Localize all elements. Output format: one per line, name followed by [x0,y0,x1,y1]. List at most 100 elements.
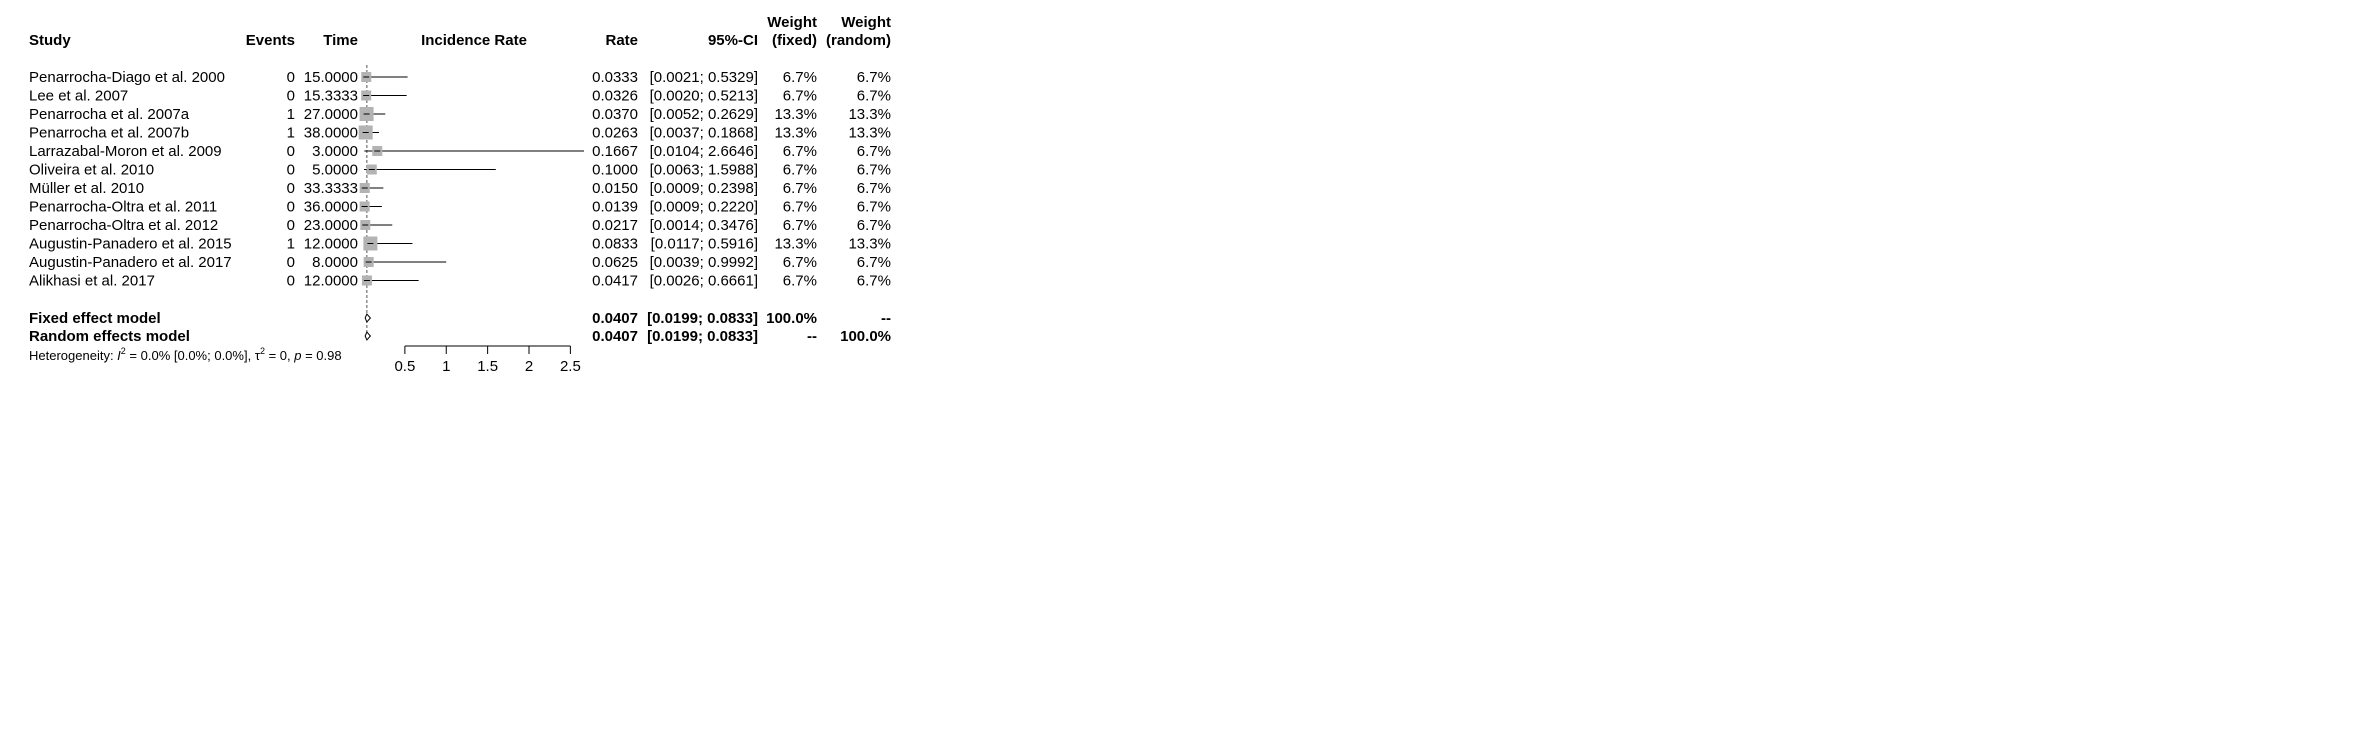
study-events: 1 [287,236,295,253]
study-weight-random: 6.7% [857,180,891,197]
study-ci: [0.0026; 0.6661] [650,273,758,290]
study-weight-random: 6.7% [857,273,891,290]
x-axis-tick-label: 2.5 [560,358,581,375]
study-rate: 0.1667 [592,143,638,160]
header-rate: Rate [605,32,638,49]
summary-ci: [0.0199; 0.0833] [647,310,758,327]
header-study: Study [29,32,71,49]
study-weight-fixed: 6.7% [783,273,817,290]
study-weight-random: 6.7% [857,88,891,105]
study-events: 0 [287,88,295,105]
x-axis-tick-label: 1.5 [477,358,498,375]
study-weight-fixed: 6.7% [783,162,817,179]
study-name: Penarrocha-Diago et al. 2000 [29,69,225,86]
study-time: 27.0000 [304,106,358,123]
study-time: 33.3333 [304,180,358,197]
summary-weight-fixed: 100.0% [766,310,817,327]
header-weight-fixed-line1: Weight [767,14,817,31]
study-weight-random: 13.3% [848,106,891,123]
study-rate: 0.0139 [592,199,638,216]
study-events: 0 [287,254,295,271]
study-rows: Penarrocha-Diago et al. 2000 0 15.0000 0.03… [29,69,891,290]
study-events: 0 [287,69,295,86]
study-time: 15.0000 [304,69,358,86]
study-rate: 0.0370 [592,106,638,123]
study-ci: [0.0039; 0.9992] [650,254,758,271]
x-axis-tick-label: 2 [525,358,533,375]
study-time: 38.0000 [304,125,358,142]
study-name: Lee et al. 2007 [29,88,128,105]
study-events: 0 [287,217,295,234]
summary-rate: 0.0407 [592,328,638,345]
study-rate: 0.0833 [592,236,638,253]
p-value: = 0.98 [301,348,341,363]
summary-rate: 0.0407 [592,310,638,327]
summary-name: Random effects model [29,328,190,345]
study-rate: 0.1000 [592,162,638,179]
study-events: 0 [287,180,295,197]
x-axis: 0.5 1 1.5 2 2.5 [394,346,580,375]
header-events: Events [246,32,295,49]
study-weight-fixed: 13.3% [774,106,817,123]
study-weight-fixed: 6.7% [783,69,817,86]
header-incidence-rate: Incidence Rate [421,32,527,49]
x-axis-tick-label: 0.5 [394,358,415,375]
study-time: 8.0000 [312,254,358,271]
summary-name: Fixed effect model [29,310,161,327]
study-weight-fixed: 6.7% [783,180,817,197]
study-events: 0 [287,199,295,216]
study-weight-random: 6.7% [857,217,891,234]
study-weight-random: 13.3% [848,125,891,142]
study-weight-random: 6.7% [857,162,891,179]
summary-weight-random: 100.0% [840,328,891,345]
study-ci: [0.0020; 0.5213] [650,88,758,105]
study-ci: [0.0063; 1.5988] [650,162,758,179]
study-time: 3.0000 [312,143,358,160]
study-weight-fixed: 6.7% [783,217,817,234]
study-weight-random: 6.7% [857,69,891,86]
study-events: 0 [287,162,295,179]
study-ci: [0.0009; 0.2398] [650,180,758,197]
study-rate: 0.0263 [592,125,638,142]
study-time: 12.0000 [304,236,358,253]
study-name: Penarrocha-Oltra et al. 2012 [29,217,218,234]
study-weight-fixed: 13.3% [774,125,817,142]
study-ci: [0.0117; 0.5916] [651,236,758,253]
summary-ci: [0.0199; 0.0833] [647,328,758,345]
study-rate: 0.0625 [592,254,638,271]
study-weight-random: 6.7% [857,143,891,160]
study-name: Müller et al. 2010 [29,180,144,197]
header-time: Time [323,32,358,49]
study-events: 1 [287,106,295,123]
study-name: Penarrocha et al. 2007b [29,125,189,142]
study-time: 36.0000 [304,199,358,216]
study-rate: 0.0333 [592,69,638,86]
summary-diamond [365,332,370,340]
summary-weight-random: -- [881,310,891,327]
study-time: 15.3333 [304,88,358,105]
x-axis-tick-label: 1 [442,358,450,375]
study-time: 12.0000 [304,273,358,290]
summary-rows: Fixed effect model 0.0407 [0.0199; 0.0833]… [29,310,891,345]
study-name: Oliveira et al. 2010 [29,162,154,179]
study-weight-fixed: 13.3% [774,236,817,253]
study-weight-random: 6.7% [857,254,891,271]
p-symbol: p [293,348,301,363]
summary-weight-fixed: -- [807,328,817,345]
study-ci: [0.0021; 0.5329] [650,69,758,86]
study-weight-fixed: 6.7% [783,143,817,160]
study-name: Penarrocha et al. 2007a [29,106,190,123]
study-ci: [0.0009; 0.2220] [650,199,758,216]
study-weight-random: 13.3% [848,236,891,253]
study-ci: [0.0014; 0.3476] [650,217,758,234]
header-weight-random-line1: Weight [841,14,891,31]
study-weight-fixed: 6.7% [783,88,817,105]
study-name: Augustin-Panadero et al. 2017 [29,254,232,271]
study-weight-random: 6.7% [857,199,891,216]
header-weight-fixed-line2: (fixed) [772,32,817,49]
header-weight-random-line2: (random) [826,32,891,49]
forest-marks [359,65,584,340]
summary-diamond [365,314,370,322]
study-rate: 0.0326 [592,88,638,105]
tau-value: = 0, [265,348,294,363]
